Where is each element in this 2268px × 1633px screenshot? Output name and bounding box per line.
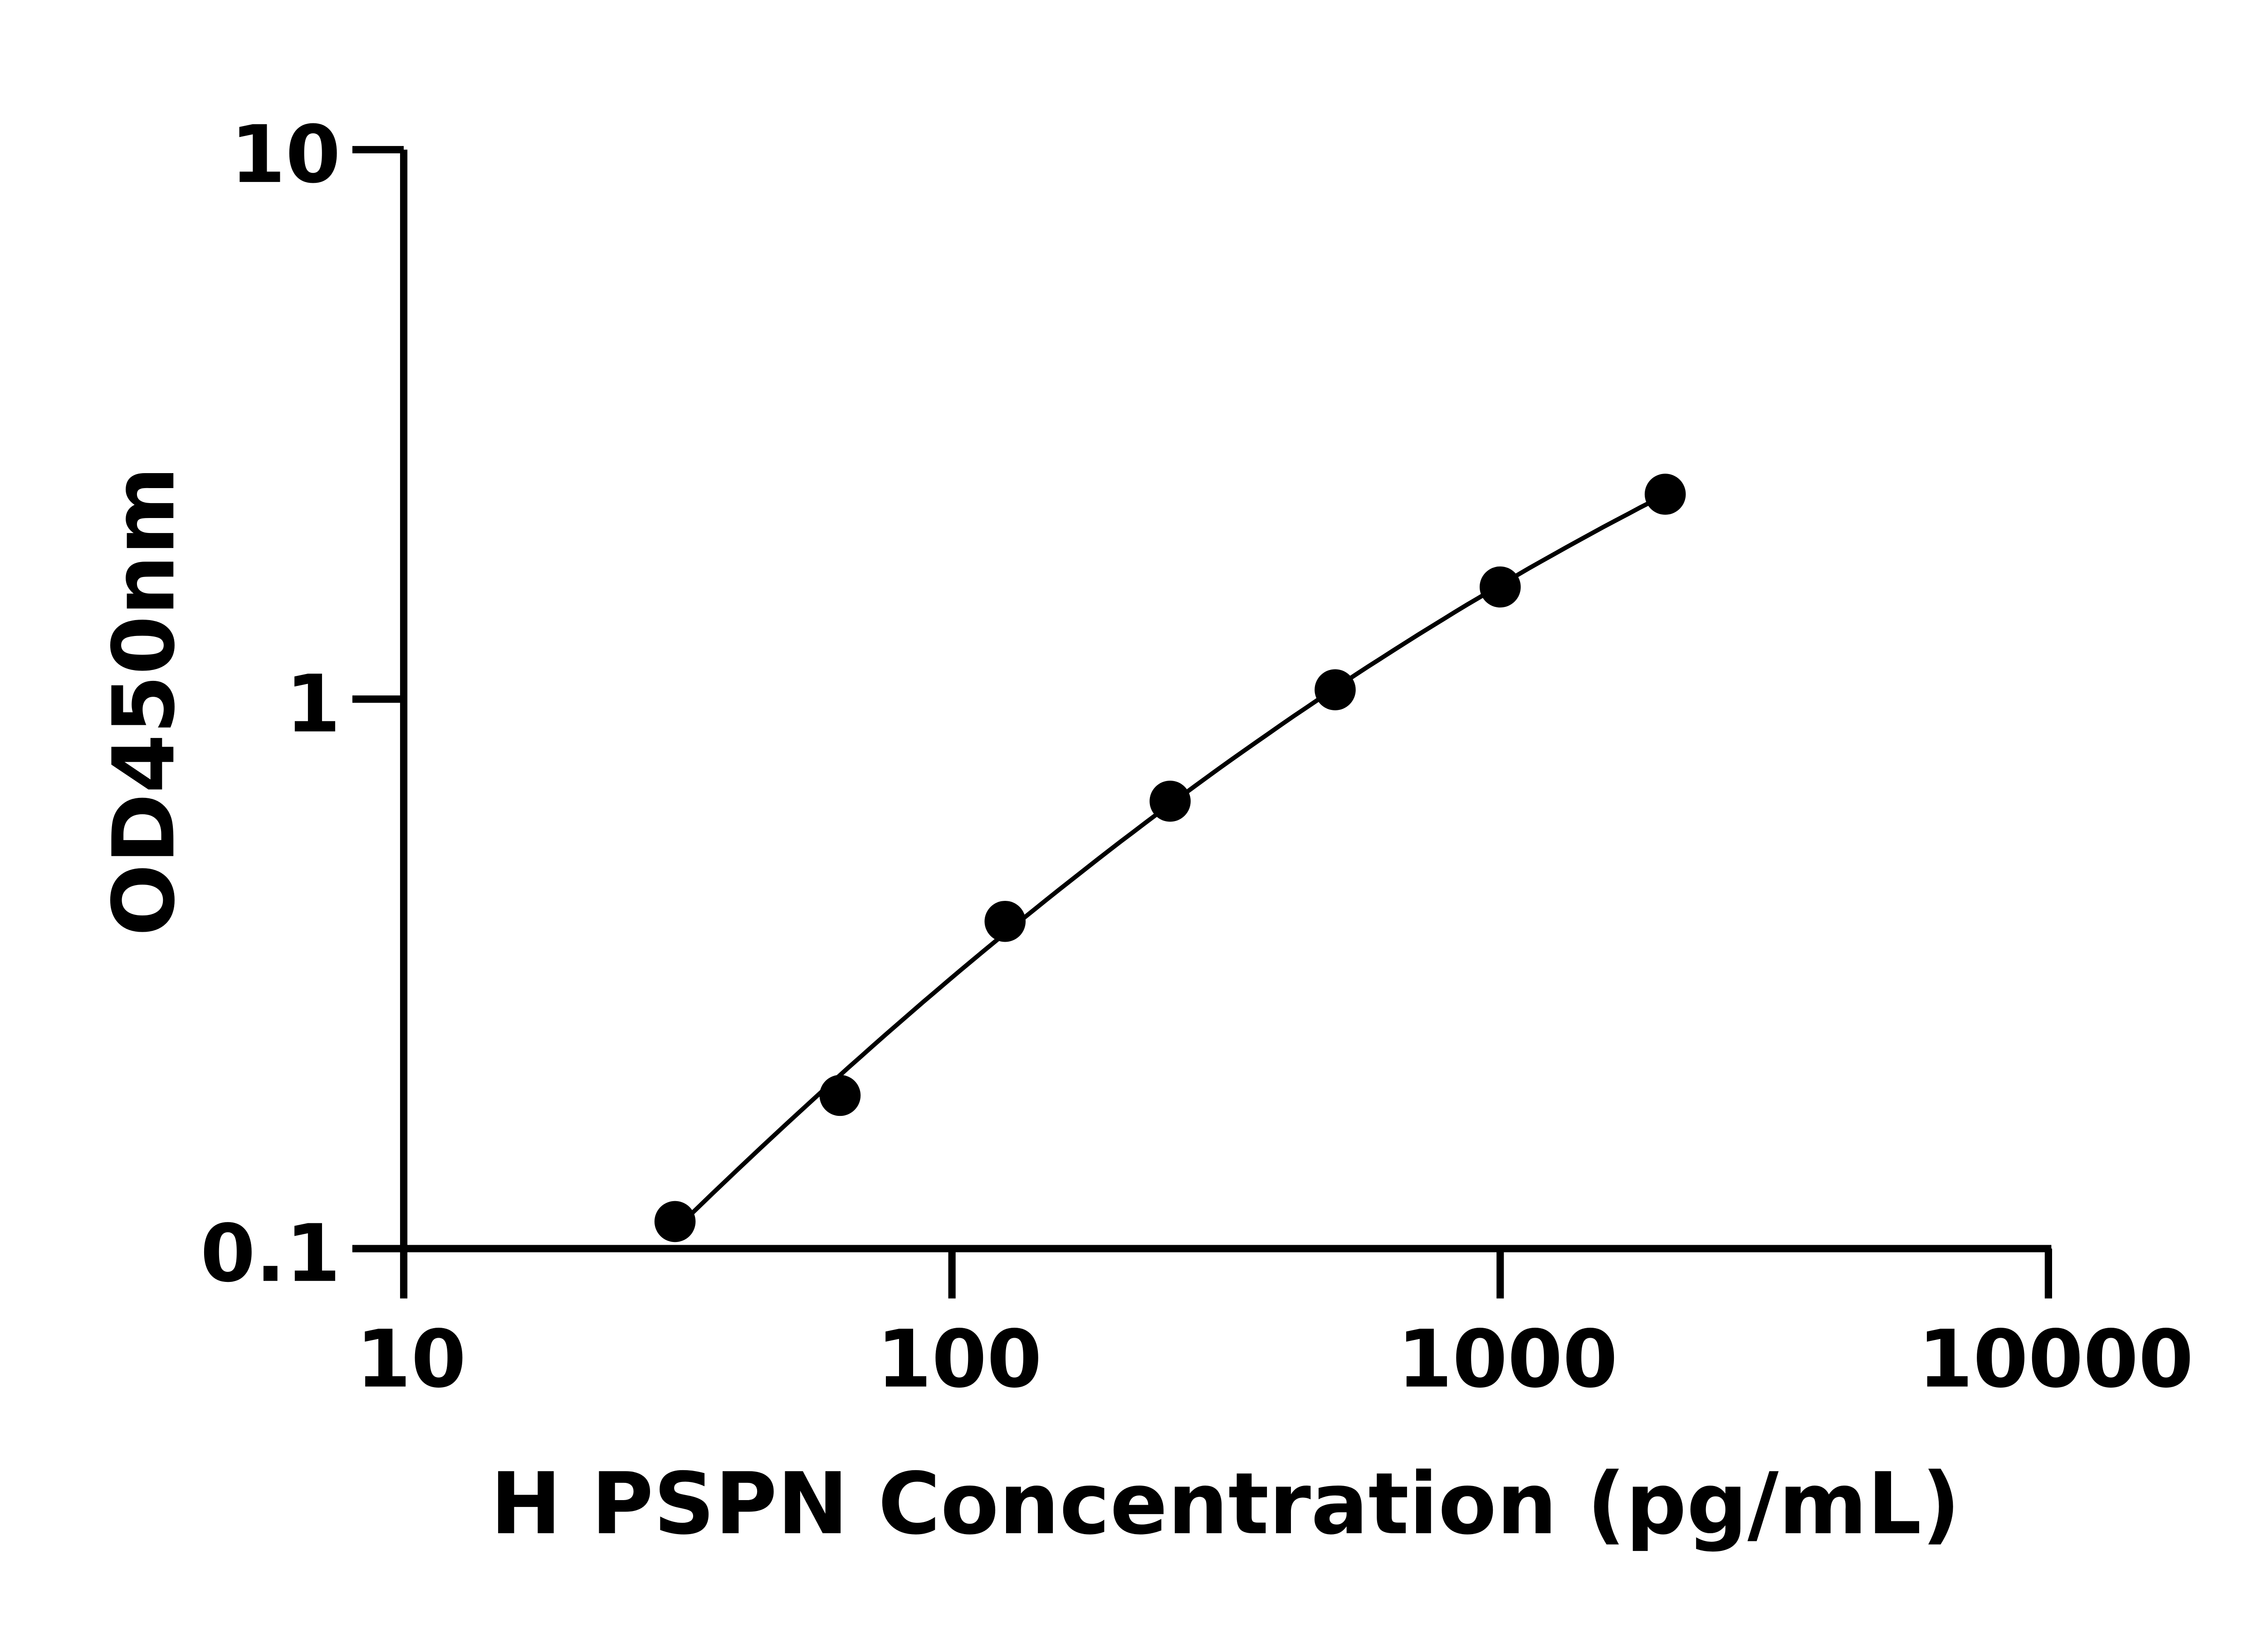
x-tick-label: 100 — [877, 1314, 1042, 1406]
y-tick-label: 10 — [230, 109, 341, 201]
y-tick-label: 0.1 — [200, 1208, 341, 1300]
x-tick-label: 1000 — [1397, 1314, 1618, 1406]
data-point — [1149, 780, 1191, 822]
data-point — [819, 1075, 861, 1116]
data-point — [984, 900, 1026, 942]
x-axis-label: H PSPN Concentration (pg/mL) — [490, 1455, 1960, 1554]
tick-labels: 0.1 1 10 10 100 1000 10000 — [200, 109, 2194, 1406]
fit-curve-layer — [673, 493, 1667, 1232]
y-axis-label: OD450nm — [95, 466, 194, 936]
data-point — [1644, 474, 1686, 515]
axes — [352, 146, 2053, 1299]
data-point — [1480, 566, 1521, 608]
y-tick-label: 1 — [285, 658, 341, 750]
data-point — [1315, 669, 1356, 710]
fit-curve — [673, 493, 1667, 1232]
x-tick-label: 10000 — [1918, 1314, 2194, 1406]
x-tick-label: 10 — [356, 1314, 466, 1406]
data-point — [654, 1201, 696, 1242]
data-points — [654, 474, 1686, 1242]
